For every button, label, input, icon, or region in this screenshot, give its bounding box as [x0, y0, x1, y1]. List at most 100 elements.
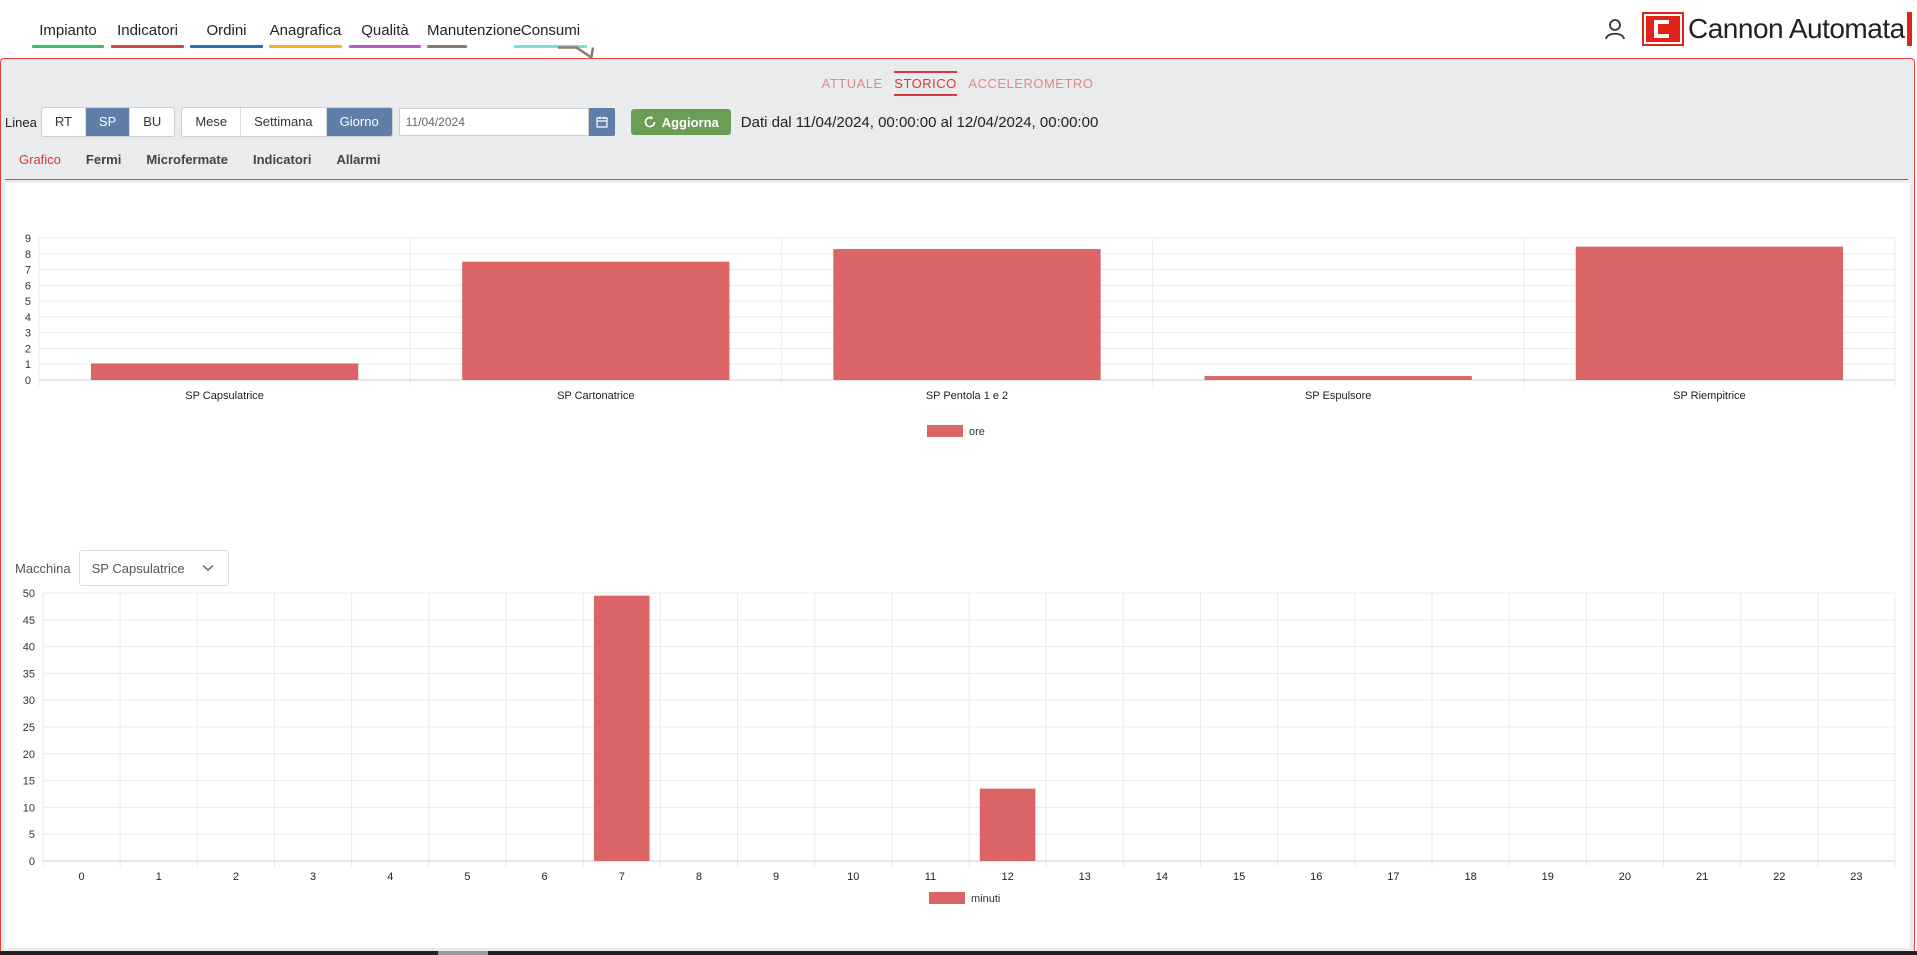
nav-item-underline: [349, 45, 421, 48]
refresh-button[interactable]: Aggiorna: [630, 109, 731, 135]
x-tick-label: SP Espulsore: [1305, 390, 1371, 402]
refresh-icon: [644, 115, 656, 128]
y-tick-label: 0: [29, 856, 35, 868]
chevron-down-icon: [202, 564, 214, 571]
x-tick-label: 3: [310, 871, 316, 883]
y-tick-label: 40: [23, 642, 35, 654]
top-navigation: Impianto Indicatori Ordini Anagrafica Qu…: [0, 0, 1917, 60]
nav-item-indicatori[interactable]: Indicatori: [111, 20, 184, 50]
tab-microfermate[interactable]: Microfermate: [146, 152, 228, 167]
macchina-select[interactable]: SP Capsulatrice: [78, 550, 229, 586]
calendar-icon[interactable]: [588, 108, 615, 136]
filter-controls: Linea RT SP BU Mese Settimana Giorno: [5, 107, 1098, 137]
linea-selector: RT SP BU: [40, 107, 176, 137]
period-option-settimana[interactable]: Settimana: [241, 108, 327, 136]
x-tick-label: 18: [1464, 871, 1476, 883]
x-tick-label: 4: [387, 871, 393, 883]
nav-item-label: Anagrafica: [269, 22, 342, 39]
legend-swatch: [929, 892, 965, 904]
tab-indicatori[interactable]: Indicatori: [252, 152, 312, 167]
nav-item-manutenzione[interactable]: Manutenzione: [427, 20, 521, 50]
linea-option-bu[interactable]: BU: [143, 114, 162, 129]
period-option-mese[interactable]: Mese: [182, 108, 242, 136]
scrollbar-thumb[interactable]: [438, 951, 488, 955]
horizontal-scrollbar[interactable]: [0, 951, 1917, 955]
subtab-storico[interactable]: STORICO: [894, 71, 957, 96]
nav-item-anagrafica[interactable]: Anagrafica: [269, 20, 342, 50]
x-tick-label: 12: [1001, 871, 1013, 883]
y-tick-label: 50: [23, 588, 35, 600]
bar: [1575, 246, 1844, 380]
y-tick-label: 5: [25, 296, 31, 308]
legend-label: ore: [969, 426, 985, 438]
linea-option-rt[interactable]: RT: [42, 108, 86, 136]
y-tick-label: 8: [25, 249, 31, 261]
bar: [1204, 376, 1472, 380]
nav-item-qualita[interactable]: Qualità: [349, 20, 421, 50]
view-tabs: Grafico Fermi Microfermate Indicatori Al…: [19, 152, 406, 167]
tab-fermi[interactable]: Fermi: [85, 152, 122, 167]
tab-grafico[interactable]: Grafico: [19, 152, 61, 167]
logo-text: Cannon Automata: [1688, 13, 1905, 44]
y-tick-label: 9: [25, 233, 31, 245]
bar: [462, 261, 730, 380]
nav-item-underline: [269, 45, 342, 48]
nav-item-label: Impianto: [39, 22, 97, 39]
x-tick-label: SP Capsulatrice: [185, 390, 264, 402]
content-panel: ATTUALE STORICO ACCELEROMETRO Linea RT S…: [0, 46, 1915, 955]
chart-area: 0 1 2 3 4 5 6 7 8 9 SP Capsulatrice SP Cartonatrice…: [5, 183, 1910, 948]
bar: [593, 595, 650, 861]
macchina-selected-value: SP Capsulatrice: [91, 560, 185, 576]
nav-item-underline: [111, 45, 184, 48]
bar: [833, 249, 1101, 380]
nav-item-ordini[interactable]: Ordini: [190, 20, 263, 50]
linea-label: Linea: [5, 114, 37, 130]
x-tick-label: 17: [1387, 871, 1399, 883]
machine-hours-chart: 0 1 2 3 4 5 6 7 8 9 SP Capsulatrice SP Cartonatrice…: [25, 233, 1896, 438]
logo-end-bar: [1906, 12, 1912, 46]
brand-logo: Cannon Automata: [1642, 12, 1912, 46]
nav-item-underline: [32, 45, 104, 48]
x-tick-label: 5: [464, 871, 470, 883]
tab-allarmi[interactable]: Allarmi: [336, 152, 381, 167]
x-tick-label: 1: [156, 871, 162, 883]
x-tick-label: 21: [1696, 871, 1708, 883]
y-tick-label: 15: [23, 776, 35, 788]
nav-item-underline: [514, 45, 587, 48]
x-tick-label: 0: [79, 871, 85, 883]
x-tick-label: SP Riempitrice: [1673, 390, 1746, 402]
y-tick-label: 45: [23, 615, 35, 627]
nav-item-underline: [427, 45, 467, 48]
nav-item-consumi[interactable]: Consumi: [514, 20, 587, 50]
legend-label: minuti: [971, 893, 1000, 905]
nav-item-label: Indicatori: [117, 22, 178, 39]
user-icon[interactable]: [1602, 16, 1628, 42]
x-tick-label: 2: [233, 871, 239, 883]
linea-option-sp[interactable]: SP: [85, 108, 131, 136]
nav-item-label: Ordini: [206, 22, 247, 39]
y-tick-label: 6: [25, 280, 31, 292]
x-tick-label: 6: [542, 871, 548, 883]
subtab-attuale[interactable]: ATTUALE: [821, 76, 883, 91]
x-tick-label: 9: [773, 871, 779, 883]
nav-pointer-notch: [558, 46, 595, 60]
subtabs: ATTUALE STORICO ACCELEROMETRO: [1, 71, 1914, 96]
x-tick-label: 8: [696, 871, 702, 883]
y-tick-label: 25: [23, 722, 35, 734]
y-tick-label: 10: [23, 802, 35, 814]
x-tick-label: 11: [925, 871, 936, 883]
nav-item-impianto[interactable]: Impianto: [32, 20, 104, 50]
subtab-accelerometro[interactable]: ACCELEROMETRO: [968, 76, 1094, 91]
y-tick-label: 3: [25, 328, 31, 340]
period-selector: Mese Settimana Giorno: [181, 107, 393, 137]
x-tick-label: 23: [1850, 871, 1862, 883]
date-input[interactable]: [398, 108, 589, 136]
y-tick-label: 20: [23, 749, 35, 761]
x-tick-label: SP Cartonatrice: [557, 390, 634, 402]
y-tick-label: 2: [25, 343, 31, 355]
x-tick-label: 19: [1542, 871, 1554, 883]
macchina-filter: Macchina SP Capsulatrice: [15, 550, 229, 586]
period-option-giorno[interactable]: Giorno: [326, 108, 392, 136]
x-tick-label: 15: [1233, 871, 1245, 883]
